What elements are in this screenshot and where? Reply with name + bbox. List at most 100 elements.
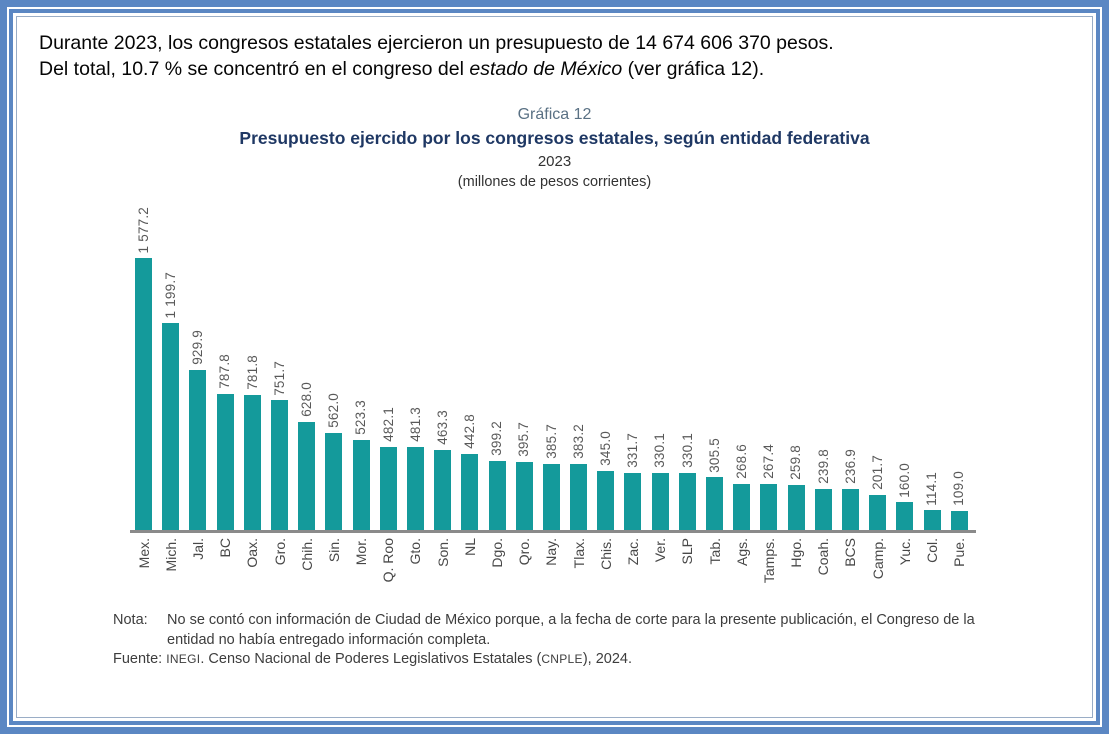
bar-column: 463.3 [429,410,456,530]
x-axis-label: Qro. [511,533,538,605]
bar-value-label: 385.7 [543,423,559,459]
bar-column: 1 577.2 [130,207,157,530]
bar [651,473,669,530]
plot-area: 1 577.2 1 199.7 929.9 787.8 781.8 751.7 628.0 5… [130,199,976,533]
bar [488,461,506,530]
x-axis-label-text: Gro. [271,538,288,566]
bar [298,421,316,530]
x-axis-label: Sin. [320,533,347,605]
bar [624,472,642,530]
source-acronym: CNPLE [541,652,583,666]
x-axis-label-text: Mor. [353,538,370,566]
bar-column: 1 199.7 [157,272,184,530]
x-axis-label-text: SLP [679,538,696,565]
x-axis-label-text: Qro. [516,538,533,566]
bar-value-label: 628.0 [298,381,314,417]
bar-column: 236.9 [837,449,864,530]
bar-value-label: 109.0 [951,471,967,507]
x-axis-label-text: Zac. [624,538,641,566]
bar [678,473,696,530]
note-label: Nota: [113,612,148,628]
x-axis-label-text: Camp. [869,538,886,580]
x-axis-label: Chih. [293,533,320,605]
x-axis-label: Nay. [538,533,565,605]
bar-column: 345.0 [592,431,619,530]
intro-paragraph: Durante 2023, los congresos estatales ej… [39,30,1072,82]
x-axis-label: Ver. [647,533,674,605]
bar-value-label: 345.0 [598,430,614,466]
intro-line1: Durante 2023, los congresos estatales ej… [39,32,834,54]
x-axis-label-text: BC [217,538,234,558]
x-axis-label: Q. Roo [375,533,402,605]
bar [706,477,724,530]
bar-column: 787.8 [212,354,239,530]
x-axis-label: Jal. [184,533,211,605]
x-axis-label: BC [212,533,239,605]
intro-line2-prefix: Del total, 10.7 % se concentró en el con… [39,58,470,80]
bar-column: 482.1 [375,407,402,530]
bar-value-label: 268.6 [733,443,749,479]
bar-column: 562.0 [320,393,347,530]
chart-year: 2023 [537,153,572,170]
bar-value-label: 929.9 [190,329,206,365]
x-axis-label: Tab. [701,533,728,605]
bar-value-label: 482.1 [380,407,396,442]
x-axis-label: Mor. [348,533,375,605]
source-label: Fuente: [113,651,167,667]
bar [162,323,180,530]
x-axis-label-text: Col. [924,538,941,563]
x-axis-label-text: Yuc. [896,538,913,566]
x-axis-label: Gto. [402,533,429,605]
bar-value-label: 442.8 [462,413,478,449]
bar-value-label: 523.3 [353,400,369,435]
bar-column: 383.2 [565,424,592,530]
x-axis-label: Yuc. [891,533,918,605]
bar [841,489,859,530]
bar-value-label: 463.3 [434,410,450,446]
bar-value-label: 114.1 [924,471,940,506]
chart-unit-label: (millones de pesos corrientes) [457,174,652,190]
x-axis-label-text: Mex. [135,538,152,569]
x-axis-label-text: Chis. [597,538,614,570]
bar [189,369,207,530]
bar-value-label: 236.9 [842,449,858,485]
bar-column: 399.2 [483,421,510,530]
bar [923,510,941,530]
bar-column: 395.7 [511,422,538,530]
x-axis-label-text: Oax. [244,538,261,568]
bar [243,395,261,530]
x-axis-label: NL [456,533,483,605]
x-axis-label: Tamps. [755,533,782,605]
x-axis-label: Mich. [157,533,184,605]
bar [542,463,560,530]
bar-column: 751.7 [266,361,293,530]
bar [597,470,615,530]
bar-value-label: 781.8 [244,355,260,391]
chart-title: Presupuesto ejercido por los congresos e… [239,128,870,148]
bar-value-label: 383.2 [570,424,586,459]
x-axis-label: Son. [429,533,456,605]
bar-column: 523.3 [348,400,375,530]
bar-column: 239.8 [810,449,837,530]
x-axis-label-text: Sin. [325,538,342,563]
source-suffix: ), 2024. [582,651,632,667]
x-axis-label-text: Hgo. [788,538,805,568]
x-axis-label-text: BCS [842,538,859,567]
x-axis-label: Zac. [619,533,646,605]
source-line: Fuente: INEGI. Censo Nacional de Poderes… [113,650,1003,670]
bar-column: 781.8 [239,355,266,530]
bar-column: 160.0 [891,463,918,530]
bar-value-label: 267.4 [761,444,777,479]
chart-header: Gráfica 12 Presupuesto ejercido por los … [17,106,1092,190]
bar-value-label: 330.1 [652,433,668,469]
x-axis-label-text: Dgo. [489,538,506,568]
x-axis-label: Dgo. [483,533,510,605]
bar [814,488,832,530]
bar-column: 929.9 [184,330,211,530]
bar-value-label: 330.1 [679,433,695,469]
bar-column: 259.8 [783,445,810,530]
bar [325,433,343,530]
bar-column: 330.1 [674,433,701,530]
x-axis-label: Chis. [592,533,619,605]
